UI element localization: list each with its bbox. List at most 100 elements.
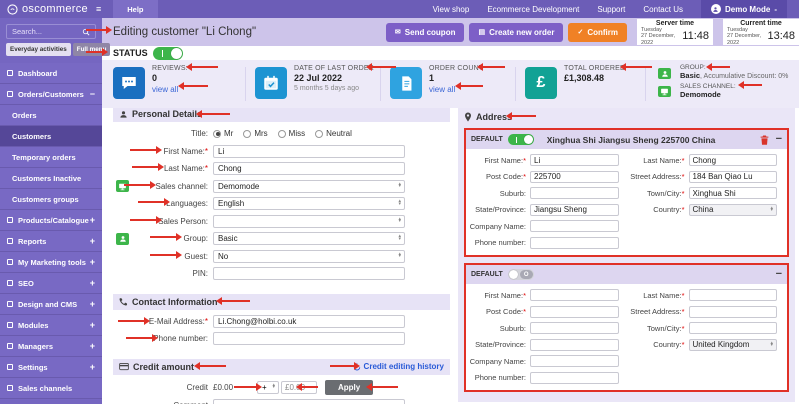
create-new-order-button[interactable]: ▤ Create new order — [469, 22, 564, 42]
pin-field[interactable] — [213, 267, 405, 280]
addr2-state-field[interactable] — [530, 338, 619, 351]
sidebar-item-customers-inactive[interactable]: Customers Inactive — [0, 168, 102, 189]
addr2-post-code-field[interactable] — [530, 305, 619, 318]
server-time-label: Server time — [655, 20, 695, 27]
addr2-company-field[interactable] — [530, 355, 619, 367]
settings-icon — [7, 364, 13, 370]
sales-channel-select[interactable]: Demomode ▴ ▾ — [213, 179, 405, 193]
sidebar-item-dashboard[interactable]: Dashboard — [0, 63, 102, 84]
email-row: E-Mail Address:* — [113, 314, 450, 328]
sidebar-item-temporary-orders[interactable]: Temporary orders — [0, 147, 102, 168]
addr1-post-code-field[interactable] — [530, 170, 619, 183]
location-pin-icon — [465, 112, 471, 122]
sidebar-item-modules[interactable]: Modules + — [0, 315, 102, 336]
sidebar-item-design-and-cms[interactable]: Design and CMS + — [0, 294, 102, 315]
nav-link-contact-us[interactable]: Contact Us — [643, 4, 683, 14]
phone-field[interactable] — [213, 332, 405, 345]
credit-operator-select[interactable]: + ▴ ▾ — [257, 380, 279, 394]
title-radio-neutral[interactable]: Neutral — [315, 129, 352, 138]
addr1-first-name-field[interactable] — [530, 154, 619, 166]
nav-link-ecommerce-development[interactable]: Ecommerce Development — [487, 4, 580, 14]
confirm-button[interactable]: ✓ Confirm — [568, 22, 627, 42]
addr1-company-field[interactable] — [530, 220, 619, 232]
languages-select[interactable]: English ▴ ▾ — [213, 197, 405, 210]
sales-channels-icon — [7, 385, 13, 391]
default-toggle-off[interactable]: O — [507, 269, 534, 280]
addr1-state-field[interactable] — [530, 203, 619, 216]
user-menu[interactable]: Demo Mode - — [700, 0, 787, 18]
sidebar-item-my-marketing-tools[interactable]: My Marketing tools + — [0, 252, 102, 273]
addr2-suburb-field[interactable] — [530, 322, 619, 334]
guest-select[interactable]: No ▴ ▾ — [213, 249, 405, 263]
addr2-last-name-field[interactable] — [688, 289, 777, 301]
nav-link-support[interactable]: Support — [597, 4, 626, 14]
calendar-icon — [255, 67, 287, 99]
credit-amount-field[interactable] — [281, 380, 317, 394]
first-name-field[interactable] — [213, 144, 405, 158]
search-icon[interactable] — [82, 28, 90, 36]
collapse-card-2-icon[interactable]: − — [775, 268, 782, 280]
addr2-country-select[interactable]: United Kingdom ▴ ▾ — [688, 338, 777, 351]
check-icon: ✓ — [577, 29, 584, 36]
sidebar-item-customers-groups[interactable]: Customers groups — [0, 189, 102, 210]
addr1-town-field[interactable] — [688, 187, 777, 199]
sidebar-item-reports[interactable]: Reports + — [0, 231, 102, 252]
sidebar-item-seo[interactable]: SEO + — [0, 273, 102, 294]
comment-row: Comment — [113, 398, 450, 404]
sidebar-item-products-catalogue[interactable]: Products/Catalogue + — [0, 210, 102, 231]
addr1-last-name-field[interactable] — [688, 154, 777, 166]
last-name-field[interactable] — [213, 162, 405, 175]
nav-link-view-shop[interactable]: View shop — [432, 4, 470, 14]
tab-everyday-activities[interactable]: Everyday activities — [6, 43, 71, 56]
phone-icon — [119, 298, 128, 306]
sales-person-select[interactable]: ▴ ▾ — [213, 214, 405, 228]
orders-view-all-link[interactable]: view all — [429, 85, 456, 94]
page-header: Editing customer "Li Chong" ✉ Send coupo… — [102, 18, 799, 46]
title-radio-mrs[interactable]: Mrs — [243, 129, 268, 138]
navbar-links: View shop Ecommerce Development Support … — [433, 0, 799, 18]
delete-address-icon[interactable] — [760, 135, 769, 145]
addr2-first-name-field[interactable] — [530, 289, 619, 301]
send-coupon-button[interactable]: ✉ Send coupon — [385, 22, 465, 42]
oscommerce-logo-icon — [7, 3, 18, 15]
comment-field[interactable] — [213, 398, 405, 404]
collapse-card-1-icon[interactable]: − — [775, 133, 782, 145]
sidebar-item-customers[interactable]: Customers — [0, 126, 102, 147]
addr1-phone-field[interactable] — [530, 236, 619, 249]
products-catalogue-icon — [7, 217, 13, 223]
address-card-default: DEFAULT Xinghua Shi Jiangsu Sheng 225700… — [464, 128, 789, 257]
main-left-column: Personal Details Title: Mr Mrs Miss Neut… — [113, 106, 450, 404]
addr2-street-field[interactable] — [688, 305, 777, 318]
sales-person-row: Sales Person: ▴ ▾ — [113, 214, 450, 228]
group-select[interactable]: Basic ▴ ▾ — [213, 232, 405, 245]
sidebar-item-orders[interactable]: Orders — [0, 105, 102, 126]
first-name-row: First Name:* — [113, 144, 450, 158]
send-icon: ✉ — [394, 29, 401, 36]
title-radio-miss[interactable]: Miss — [277, 129, 305, 138]
last-order-widget: DATE OF LAST ORDER 22 Jul 2022 5 months … — [294, 65, 374, 92]
title-radio-mr[interactable]: Mr — [213, 129, 233, 138]
addr1-suburb-field[interactable] — [530, 187, 619, 199]
email-field[interactable] — [213, 314, 405, 328]
credit-current-value: £0.00 — [213, 382, 234, 392]
menu-toggle-icon[interactable]: ≡ — [95, 4, 102, 14]
user-avatar-icon — [710, 4, 721, 14]
sidebar-item-managers[interactable]: Managers + — [0, 336, 102, 357]
addr1-country-select[interactable]: China ▴ ▾ — [688, 203, 777, 216]
apply-button[interactable]: Apply — [325, 379, 374, 395]
reviews-view-all-link[interactable]: view all — [152, 85, 179, 94]
undo-icon — [353, 362, 360, 370]
tab-full-menu[interactable]: Full menu — [72, 43, 111, 56]
search-input[interactable]: Search... — [6, 24, 96, 39]
title-row: Title: Mr Mrs Miss Neutral — [190, 129, 352, 138]
sidebar-item-settings[interactable]: Settings + — [0, 357, 102, 378]
default-toggle-on[interactable] — [507, 134, 534, 145]
sidebar-item-orders-customers[interactable]: Orders/Customers − — [0, 84, 102, 105]
sidebar-item-sales-channels[interactable]: Sales channels — [0, 378, 102, 399]
status-toggle[interactable] — [152, 46, 183, 60]
addr2-town-field[interactable] — [688, 322, 777, 334]
addr1-street-field[interactable] — [688, 170, 777, 183]
addr2-phone-field[interactable] — [530, 371, 619, 384]
credit-editing-history-link[interactable]: Credit editing history — [353, 362, 444, 371]
help-tab[interactable]: Help — [113, 0, 158, 18]
